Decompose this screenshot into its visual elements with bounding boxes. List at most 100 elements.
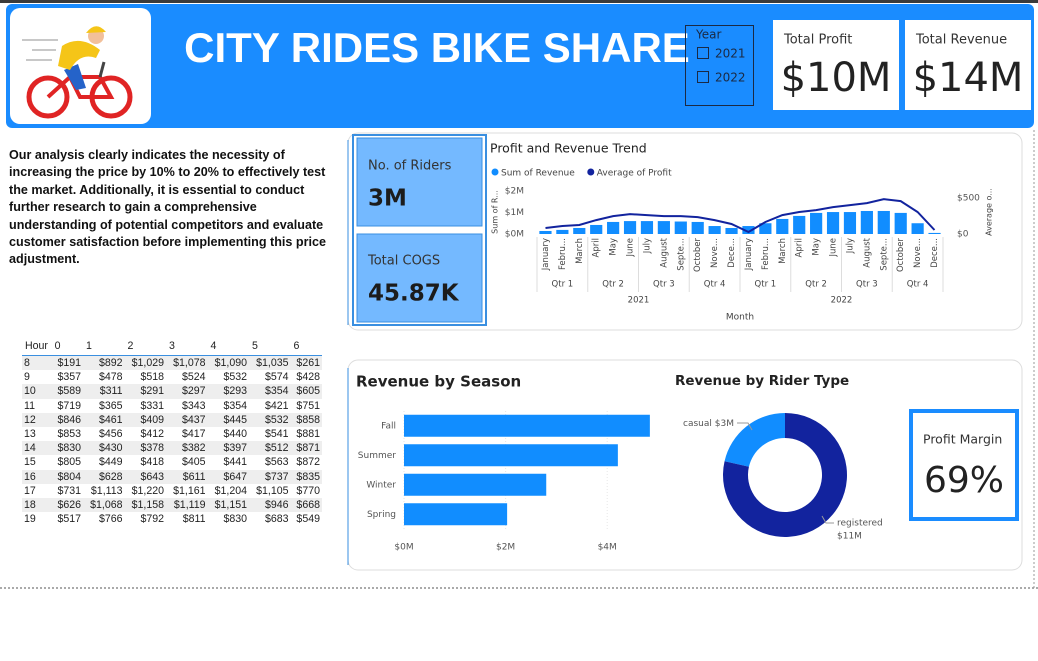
table-cell: $461 [83,412,125,427]
table-cell: $611 [166,469,208,484]
bar [860,210,873,234]
table-cell: $751 [296,399,320,412]
checkbox[interactable] [697,71,709,83]
y-tick-label: Summer [358,451,396,461]
table-cell: $683 [264,513,289,526]
y2-axis-title: Average o... [985,188,994,236]
column-header: 3 [166,337,208,356]
kpi-card [905,20,1031,110]
x-tick-label: July [845,238,855,254]
table-cell: $892 [83,355,125,371]
wheel [26,75,70,119]
table-cell: 17 [24,484,36,497]
bar [708,226,721,234]
table-cell: $835 [290,469,322,484]
top-edge [0,0,1038,3]
table-row: 11 $719 $365 $331 $343 $354 $421 $751 [22,399,322,413]
year-label: 2022 [831,296,853,306]
table-cell: $445 [207,412,250,427]
table-cell: $792 [140,513,165,526]
table-cell: $574 [264,371,289,384]
table-cell: 16 [22,469,52,484]
table-cell: $643 [124,469,167,484]
table-cell: $626 [51,497,84,513]
table-cell: $418 [140,456,165,469]
bar [776,218,789,234]
helmet [86,26,106,33]
table-cell: $871 [290,441,322,456]
x-tick-label: May [812,238,822,256]
table-cell: $846 [51,412,84,427]
kpi-card [909,409,1019,521]
table-cell: $766 [98,513,123,526]
table-cell: $478 [98,371,123,384]
kpi-card [356,233,483,323]
table-cell: $449 [98,456,123,469]
quarter-label: Qtr 1 [552,280,574,290]
bar [404,414,650,437]
bar [556,229,569,234]
table-cell: $946 [249,497,291,513]
table-cell: $512 [249,441,291,456]
table-cell: $430 [83,441,125,456]
quarter-label: Qtr 2 [602,280,624,290]
bar [573,227,586,234]
table-cell: $354 [249,384,291,399]
x-tick-label: April [592,238,602,257]
handlebar [98,61,106,78]
table-cell: $441 [223,456,248,469]
x-tick-label: Febru... [558,238,568,270]
table-cell: $365 [98,399,123,412]
bar [928,232,941,234]
table-cell: $343 [181,399,206,412]
bar [607,221,620,234]
table-row: 10 $589 $311 $291 $297 $293 $354 $605 [22,384,322,399]
quarter-label: Qtr 1 [755,280,777,290]
bar [843,212,857,234]
year-slicer [685,25,754,106]
kpi-label: Total COGS [367,254,440,269]
chart-title: Profit and Revenue Trend [490,141,647,156]
table-row: 15 $805 $449 $418 $405 $441 $563 $872 [22,455,322,469]
checkbox[interactable] [697,47,709,59]
table-cell: $524 [181,371,206,384]
slicer-option[interactable]: 2022 [715,71,746,85]
y-tick-label: $2M [505,186,524,196]
table-cell: $421 [264,399,289,412]
slice-value: $3M [715,419,734,429]
bar [623,221,637,234]
table-cell: $1,113 [90,484,123,497]
table-cell: $518 [140,371,165,384]
bar [894,212,907,234]
kpi-value: $14M [913,55,1024,101]
kpi-label: Total Profit [783,33,852,48]
table-cell: 8 [22,355,52,371]
legend-marker [491,168,499,176]
table-cell: $805 [57,456,82,469]
table-cell: $311 [83,384,125,399]
logo-box [10,8,151,124]
x-tick-label: January [744,238,754,271]
table-cell: 9 [24,371,30,384]
bar [640,221,654,234]
table-cell: $1,204 [214,484,248,497]
bar [539,230,552,234]
quarter-label: Qtr 4 [704,280,726,290]
quarter-label: Qtr 4 [907,280,929,290]
x-tick-label: June [626,238,636,258]
x-tick-label: October [896,238,906,273]
rider-shirt [58,40,100,70]
column-header: Hour [22,337,52,356]
slicer-option[interactable]: 2021 [715,47,746,61]
table-cell: $1,151 [207,497,250,513]
y-tick-label: $1M [505,208,524,218]
x-tick-label: July [642,238,652,254]
bar [657,221,670,234]
x-tick-label: June [829,238,839,258]
table-cell: $770 [296,484,320,497]
table-cell: $437 [166,412,208,427]
legend-label: Sum of Revenue [501,169,575,179]
kpi-value: 69% [924,460,1004,501]
table-cell: $737 [249,469,291,484]
